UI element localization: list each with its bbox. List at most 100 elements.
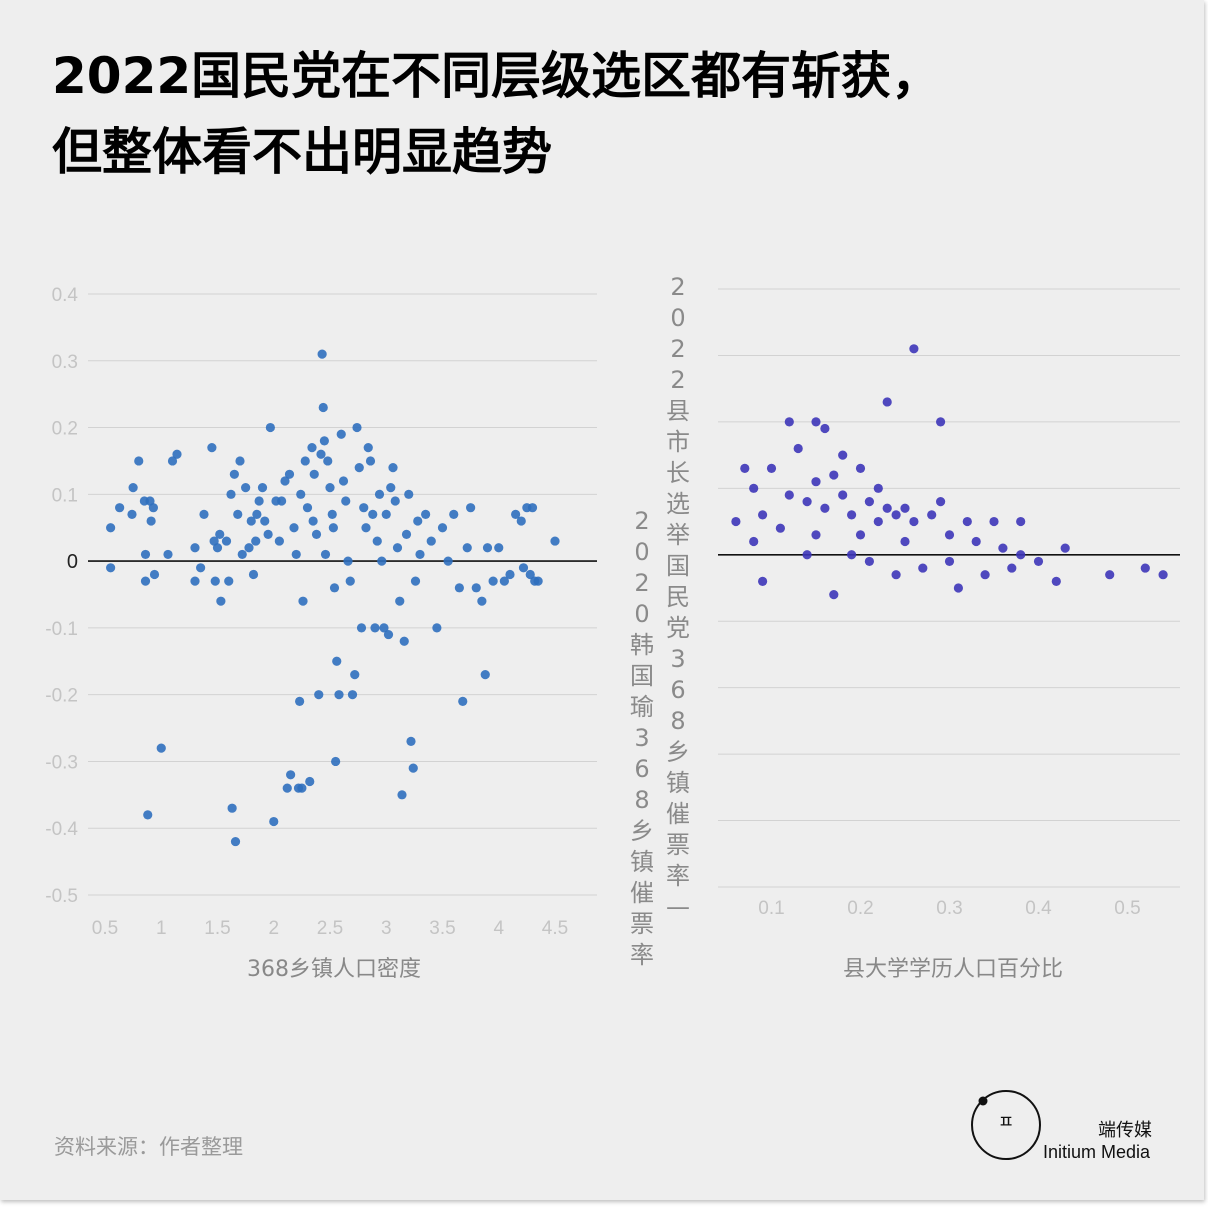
data-point	[372, 536, 382, 546]
data-point	[488, 576, 498, 586]
y-tick-label: -0.5	[45, 886, 78, 907]
y-axis-label-2020: 2 0 2 0 韩国瑜 3 6 8 乡镇催票率	[624, 506, 660, 971]
x-tick-label: 3	[381, 918, 392, 939]
data-point	[302, 503, 313, 513]
data-point	[127, 509, 137, 519]
y-axis-label-char: 0	[634, 538, 650, 566]
data-point	[274, 536, 284, 546]
y-axis-label-char: 镇	[666, 769, 690, 797]
data-point	[454, 583, 464, 593]
data-point	[980, 570, 990, 580]
data-point	[909, 516, 919, 527]
y-axis-label-char: —	[666, 893, 690, 921]
data-point	[775, 523, 786, 533]
data-point	[550, 536, 560, 546]
data-point	[359, 503, 369, 513]
data-point	[758, 576, 768, 586]
data-point	[235, 456, 245, 466]
data-point	[325, 483, 335, 493]
data-point	[404, 489, 414, 499]
data-point	[399, 636, 409, 646]
y-axis-label-char: 瑜	[630, 693, 654, 721]
x-tick-label: 2.5	[317, 918, 343, 939]
data-point	[533, 576, 543, 586]
data-point	[392, 543, 403, 553]
data-point	[900, 503, 910, 513]
source-note: 资料来源：作者整理	[54, 1135, 243, 1159]
data-point	[829, 470, 839, 480]
data-point	[251, 536, 261, 546]
data-point	[260, 516, 270, 526]
data-point	[784, 490, 794, 500]
data-point	[784, 417, 794, 427]
data-point	[740, 463, 750, 473]
data-point	[466, 503, 476, 513]
data-point	[873, 483, 883, 493]
data-point	[873, 516, 883, 527]
data-point	[338, 476, 349, 486]
data-point	[1016, 550, 1026, 560]
data-point	[415, 549, 425, 560]
data-point	[971, 536, 981, 547]
data-point	[199, 509, 209, 519]
y-axis-label-char: 3	[670, 645, 686, 673]
data-point	[413, 516, 423, 526]
data-point	[295, 696, 305, 706]
y-tick-label: 0.2	[52, 419, 78, 440]
data-point	[343, 556, 353, 566]
data-point	[212, 543, 223, 553]
data-point	[1051, 576, 1061, 586]
y-tick-label: 0.4	[52, 285, 79, 306]
data-point	[811, 477, 821, 487]
data-point	[847, 510, 857, 520]
y-axis-label-char: 0	[634, 600, 650, 628]
data-point	[482, 543, 493, 553]
data-point	[309, 469, 319, 479]
data-point	[1105, 570, 1115, 580]
data-point	[354, 463, 364, 473]
data-point	[379, 623, 389, 633]
y-axis-label-char: 选	[666, 490, 690, 518]
data-point	[156, 743, 166, 753]
y-axis-label-char: 县	[666, 397, 690, 425]
data-point	[163, 549, 173, 560]
data-point	[793, 443, 803, 454]
data-point	[308, 516, 318, 526]
data-point	[838, 450, 848, 460]
data-point	[936, 497, 946, 507]
data-point	[323, 456, 333, 466]
data-point	[900, 536, 910, 547]
data-point	[277, 496, 287, 506]
data-point	[257, 483, 268, 493]
data-point	[263, 529, 273, 540]
data-point	[146, 516, 156, 526]
y-axis-label-char: 0	[670, 304, 686, 332]
data-point	[289, 523, 299, 533]
y-axis-label-char: 2	[670, 273, 686, 301]
data-point	[368, 509, 378, 519]
data-point	[864, 556, 875, 567]
data-point	[140, 576, 151, 586]
y-axis-label-char: 国	[630, 662, 654, 690]
data-point	[927, 510, 937, 520]
data-point	[227, 803, 237, 813]
data-point	[406, 736, 416, 747]
data-point	[829, 590, 839, 600]
data-point	[233, 509, 243, 519]
data-point	[352, 422, 362, 433]
y-axis-label-char: 乡	[666, 738, 690, 766]
y-axis-label-char: 催	[630, 879, 654, 907]
data-point	[241, 483, 251, 493]
data-point	[458, 696, 468, 706]
data-point	[962, 516, 972, 527]
data-point	[855, 530, 866, 540]
data-point	[167, 456, 178, 466]
data-point	[525, 569, 535, 580]
y-axis-label-char: 6	[670, 676, 686, 704]
data-point	[361, 523, 371, 533]
data-point	[401, 529, 412, 540]
data-point	[1140, 563, 1150, 573]
data-point	[314, 690, 324, 700]
y-axis-label-char: 8	[670, 707, 686, 735]
